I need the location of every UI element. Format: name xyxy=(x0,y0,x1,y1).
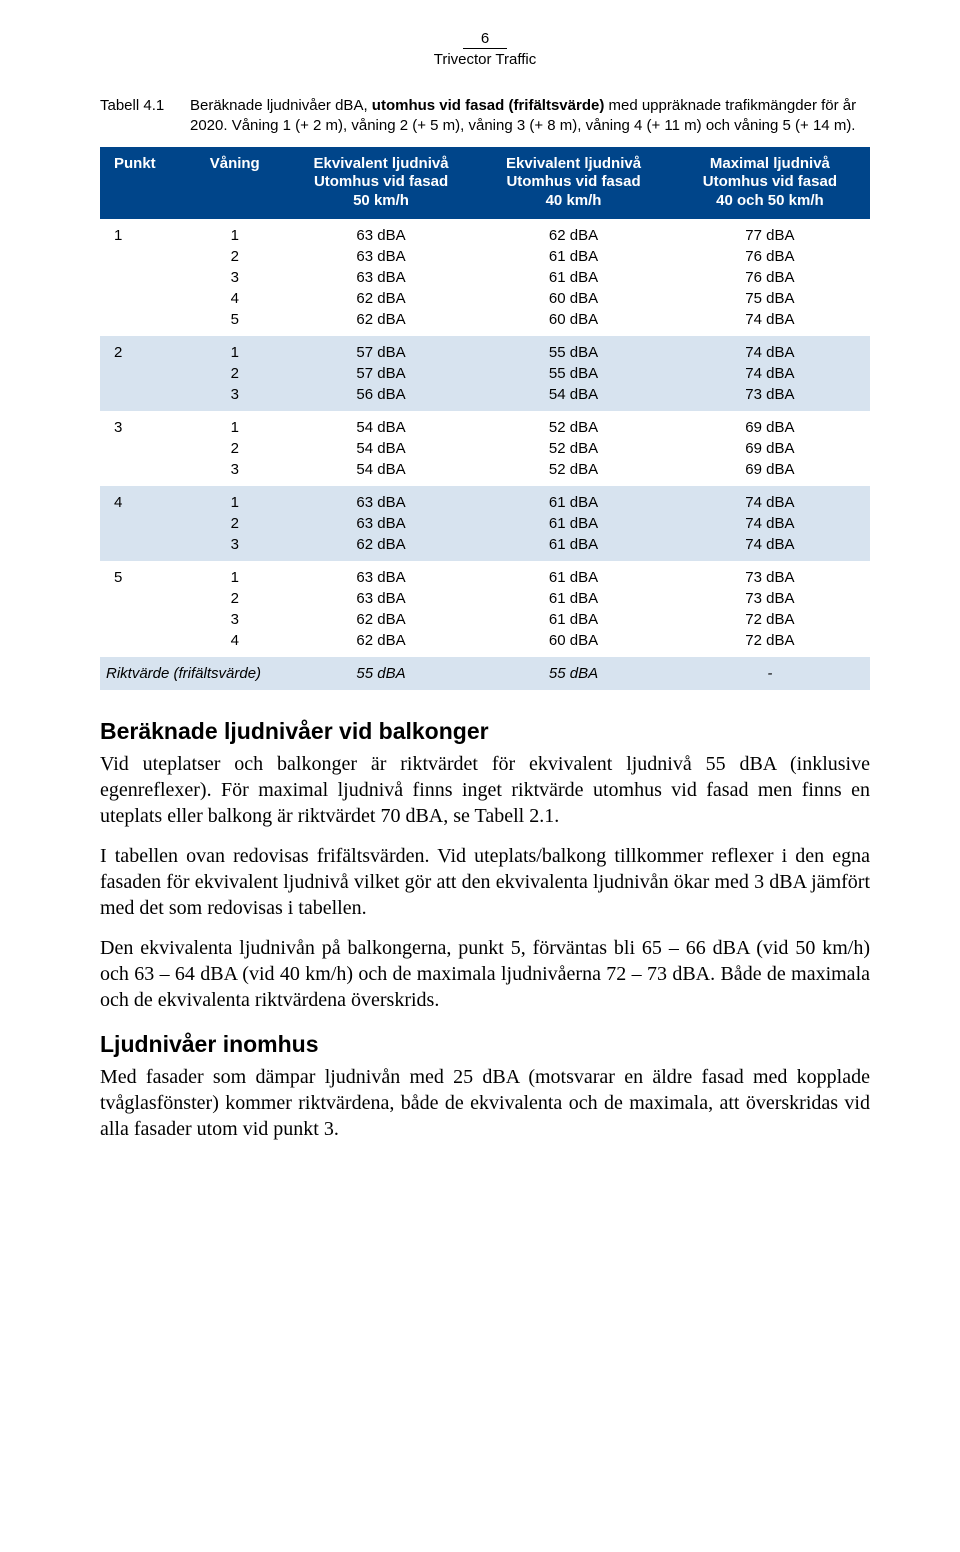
header-subtitle: Trivector Traffic xyxy=(100,51,870,68)
data-table: Punkt Våning Ekvivalent ljudnivå Utomhus… xyxy=(100,147,870,690)
cell-value: 123 xyxy=(185,336,285,411)
section1-p3: Den ekvivalenta ljudnivån på balkongerna… xyxy=(100,935,870,1013)
th-punkt: Punkt xyxy=(100,147,185,219)
th-ekv40: Ekvivalent ljudnivå Utomhus vid fasad 40… xyxy=(477,147,670,219)
cell-value: 61 dBA61 dBA61 dBA xyxy=(477,486,670,561)
cell-value: 12345 xyxy=(185,219,285,336)
cell-punkt: 4 xyxy=(100,486,185,561)
table-row: 212357 dBA57 dBA56 dBA55 dBA55 dBA54 dBA… xyxy=(100,336,870,411)
cell-value: 63 dBA63 dBA62 dBA xyxy=(285,486,478,561)
cell-value: 63 dBA63 dBA63 dBA62 dBA62 dBA xyxy=(285,219,478,336)
cell-punkt: 2 xyxy=(100,336,185,411)
page: 6 Trivector Traffic Tabell 4.1 Beräknade… xyxy=(0,0,960,1196)
cell-value: 74 dBA74 dBA73 dBA xyxy=(670,336,870,411)
th-max: Maximal ljudnivå Utomhus vid fasad 40 oc… xyxy=(670,147,870,219)
cell-value: 55 dBA55 dBA54 dBA xyxy=(477,336,670,411)
cell-value: 1234 xyxy=(185,561,285,657)
section1-p2: I tabellen ovan redovisas frifältsvärden… xyxy=(100,843,870,921)
table-caption: Beräknade ljudnivåer dBA, utomhus vid fa… xyxy=(190,96,870,137)
riktvarde-value: 55 dBA xyxy=(285,657,478,690)
table-row: 5123463 dBA63 dBA62 dBA62 dBA61 dBA61 dB… xyxy=(100,561,870,657)
table-row: 312354 dBA54 dBA54 dBA52 dBA52 dBA52 dBA… xyxy=(100,411,870,486)
table-label: Tabell 4.1 xyxy=(100,96,190,137)
th-ekv50-l1: Ekvivalent ljudnivå xyxy=(291,155,472,174)
th-max-l2: Utomhus vid fasad xyxy=(676,173,864,192)
table-row: 412363 dBA63 dBA62 dBA61 dBA61 dBA61 dBA… xyxy=(100,486,870,561)
cell-value: 77 dBA76 dBA76 dBA75 dBA74 dBA xyxy=(670,219,870,336)
cell-punkt: 5 xyxy=(100,561,185,657)
cell-punkt: 3 xyxy=(100,411,185,486)
table-row: 11234563 dBA63 dBA63 dBA62 dBA62 dBA62 d… xyxy=(100,219,870,336)
th-max-l1: Maximal ljudnivå xyxy=(676,155,864,174)
th-ekv40-l2: Utomhus vid fasad xyxy=(483,173,664,192)
cell-value: 63 dBA63 dBA62 dBA62 dBA xyxy=(285,561,478,657)
section1-p1: Vid uteplatser och balkonger är riktvärd… xyxy=(100,751,870,829)
cell-value: 57 dBA57 dBA56 dBA xyxy=(285,336,478,411)
cell-value: 69 dBA69 dBA69 dBA xyxy=(670,411,870,486)
cell-value: 73 dBA73 dBA72 dBA72 dBA xyxy=(670,561,870,657)
section2-title: Ljudnivåer inomhus xyxy=(100,1031,870,1058)
cell-value: 54 dBA54 dBA54 dBA xyxy=(285,411,478,486)
cell-value: 123 xyxy=(185,486,285,561)
page-number: 6 xyxy=(463,30,507,49)
table-header-row: Punkt Våning Ekvivalent ljudnivå Utomhus… xyxy=(100,147,870,219)
section2-p1: Med fasader som dämpar ljudnivån med 25 … xyxy=(100,1064,870,1142)
section1-title: Beräknade ljudnivåer vid balkonger xyxy=(100,718,870,745)
cell-value: 52 dBA52 dBA52 dBA xyxy=(477,411,670,486)
cell-punkt: 1 xyxy=(100,219,185,336)
th-ekv50-l2: Utomhus vid fasad xyxy=(291,173,472,192)
cell-value: 123 xyxy=(185,411,285,486)
page-header: 6 Trivector Traffic xyxy=(100,30,870,68)
caption-prefix: Beräknade ljudnivåer dBA, xyxy=(190,97,372,114)
th-vaning: Våning xyxy=(185,147,285,219)
th-ekv40-l3: 40 km/h xyxy=(483,192,664,211)
caption-bold: utomhus vid fasad (frifältsvärde) xyxy=(372,97,605,114)
th-ekv40-l1: Ekvivalent ljudnivå xyxy=(483,155,664,174)
riktvarde-value: - xyxy=(670,657,870,690)
riktvarde-label: Riktvärde (frifältsvärde) xyxy=(100,657,285,690)
th-ekv50-l3: 50 km/h xyxy=(291,192,472,211)
riktvarde-row: Riktvärde (frifältsvärde)55 dBA55 dBA- xyxy=(100,657,870,690)
th-max-l3: 40 och 50 km/h xyxy=(676,192,864,211)
cell-value: 61 dBA61 dBA61 dBA60 dBA xyxy=(477,561,670,657)
cell-value: 74 dBA74 dBA74 dBA xyxy=(670,486,870,561)
riktvarde-value: 55 dBA xyxy=(477,657,670,690)
cell-value: 62 dBA61 dBA61 dBA60 dBA60 dBA xyxy=(477,219,670,336)
table-caption-row: Tabell 4.1 Beräknade ljudnivåer dBA, uto… xyxy=(100,96,870,137)
th-ekv50: Ekvivalent ljudnivå Utomhus vid fasad 50… xyxy=(285,147,478,219)
